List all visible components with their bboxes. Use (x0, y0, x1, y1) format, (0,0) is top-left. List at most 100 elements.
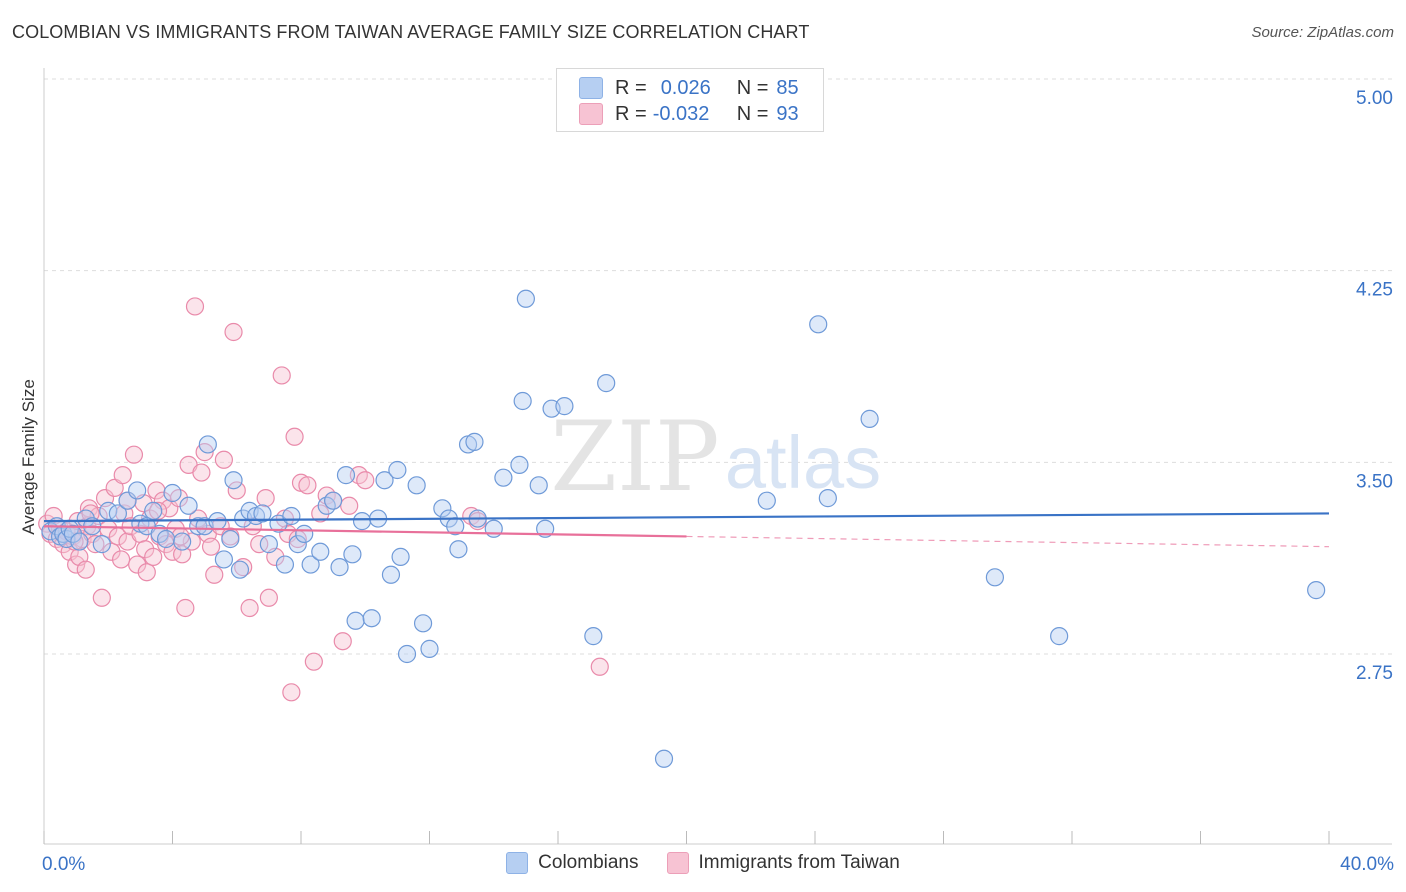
legend-r-value: 0.026 (660, 76, 711, 99)
colombian-point (70, 532, 89, 551)
taiwan-point (224, 322, 243, 342)
taiwan-trend-line (43, 525, 687, 538)
x-tick-label-min: 0.0% (42, 854, 85, 875)
colombian-point (529, 476, 548, 495)
legend-n-label: N = (736, 76, 769, 99)
colombian-point (985, 568, 1005, 587)
colombian-point (224, 471, 243, 490)
colombian-point (516, 289, 535, 308)
legend-swatch-taiwan (666, 852, 689, 874)
taiwan-point (128, 555, 147, 574)
colombian-point (311, 542, 330, 561)
colombian-point (214, 550, 233, 569)
colombian-point (295, 524, 314, 543)
taiwan-point (201, 537, 221, 556)
colombian-point (288, 535, 307, 554)
colombian-point (1050, 627, 1069, 646)
series-legend: Colombians Immigrants from Taiwan (0, 852, 1406, 874)
series-taiwan-points (38, 297, 609, 702)
watermark-atlas: atlas (725, 421, 881, 504)
legend-item-colombians[interactable]: Colombians (506, 852, 639, 874)
taiwan-point (144, 547, 163, 566)
colombian-point (343, 545, 362, 564)
colombian-point (494, 468, 513, 487)
colombian-point (818, 489, 837, 508)
colombian-point (275, 555, 295, 574)
watermark: ZIP atlas (550, 401, 881, 513)
legend-swatch-blue (579, 77, 603, 99)
colombian-point (391, 547, 410, 566)
y-tick-label: 5.00 (1356, 88, 1393, 109)
legend-item-taiwan[interactable]: Immigrants from Taiwan (666, 852, 900, 874)
colombian-point (259, 535, 278, 554)
colombian-point (597, 374, 616, 393)
legend-n-label: N = (736, 102, 769, 125)
legend-r-label: R = (615, 76, 647, 99)
taiwan-point (192, 463, 211, 482)
taiwan-point (113, 466, 132, 485)
colombian-point (465, 432, 484, 451)
taiwan-point (176, 598, 195, 618)
taiwan-point (240, 598, 259, 618)
colombian-point (282, 506, 301, 526)
taiwan-point (256, 489, 275, 508)
colombians-trend-line (43, 512, 1330, 523)
colombian-point (198, 435, 217, 454)
y-tick-label: 3.50 (1356, 471, 1393, 492)
taiwan-point (234, 558, 253, 577)
source-label: Source: ZipAtlas.com (1251, 24, 1394, 41)
watermark-zip: ZIP (550, 401, 719, 513)
taiwan-point (173, 545, 192, 564)
colombian-point (128, 481, 147, 500)
taiwan-point (111, 550, 131, 569)
taiwan-point (590, 657, 609, 676)
legend-r-value: -0.032 (652, 102, 710, 125)
colombian-point (555, 397, 574, 416)
colombian-point (230, 560, 250, 579)
y-tick-labels: 2.75 3.50 4.25 5.00 (1356, 88, 1393, 684)
colombian-point (433, 499, 452, 518)
colombian-point (156, 529, 176, 549)
axes (43, 68, 1392, 845)
legend-label-colombians: Colombians (538, 852, 639, 873)
stats-legend: R = 0.026 N = 85 R = -0.032 N = 93 (556, 68, 824, 132)
taiwan-trend-extension (686, 535, 1330, 548)
x-tick-label-max: 40.0% (1340, 854, 1394, 875)
chart-title: COLOMBIAN VS IMMIGRANTS FROM TAIWAN AVER… (12, 22, 810, 42)
taiwan-point (185, 297, 205, 316)
colombian-point (397, 644, 417, 664)
legend-swatch-colombians (506, 852, 529, 874)
taiwan-point (205, 565, 224, 584)
colombian-point (330, 558, 349, 577)
x-tick-labels: 0.0% 40.0% (42, 854, 1394, 875)
colombian-point (173, 532, 192, 551)
taiwan-point (340, 496, 359, 515)
taiwan-point (304, 652, 323, 671)
colombian-point (449, 540, 468, 559)
colombian-point (388, 460, 407, 480)
colombian-point (179, 496, 198, 515)
taiwan-point (282, 683, 301, 702)
y-tick-label: 4.25 (1356, 280, 1393, 301)
taiwan-point (76, 560, 95, 579)
colombian-point (108, 504, 127, 523)
colombian-point (301, 555, 320, 574)
legend-row-colombians: R = 0.026 N = 85 (579, 75, 799, 101)
taiwan-point (285, 427, 304, 446)
colombian-point (346, 611, 365, 630)
colombian-point (584, 627, 603, 646)
colombian-point (324, 491, 343, 510)
colombian-point (375, 471, 394, 490)
legend-swatch-pink (579, 103, 603, 125)
taiwan-point (272, 366, 291, 385)
colombian-point (510, 455, 529, 474)
colombian-point (413, 614, 433, 633)
legend-label-taiwan: Immigrants from Taiwan (698, 852, 900, 873)
colombian-point (163, 483, 182, 503)
taiwan-point (298, 476, 317, 495)
colombian-point (860, 409, 879, 428)
legend-n-value: 93 (776, 102, 799, 125)
taiwan-point (92, 588, 111, 607)
colombian-point (352, 512, 372, 531)
